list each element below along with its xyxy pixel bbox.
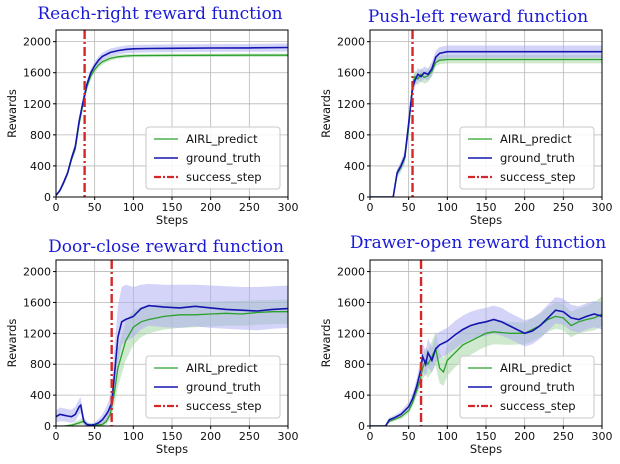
x-axis-label: Steps	[470, 442, 502, 456]
y-axis-label: Rewards	[5, 319, 19, 368]
x-tick-label: 150	[476, 201, 497, 214]
y-tick-label: 800	[344, 358, 365, 371]
legend-label: ground_truth	[186, 380, 261, 394]
x-tick-label: 200	[514, 430, 535, 443]
legend-label: AIRL_predict	[500, 132, 572, 146]
legend-label: success_step	[500, 399, 576, 413]
x-tick-label: 200	[514, 201, 535, 214]
chart-title: Drawer-open reward function	[350, 233, 606, 253]
plot-area	[370, 260, 602, 426]
y-tick-label: 400	[30, 389, 51, 402]
y-tick-label: 1600	[23, 67, 51, 80]
legend-label: AIRL_predict	[500, 361, 572, 375]
y-tick-label: 2000	[23, 266, 51, 279]
x-axis-label: Steps	[156, 442, 188, 456]
legend-box	[145, 355, 281, 419]
chart-title: Reach-right reward function	[37, 4, 282, 24]
confidence-band	[370, 297, 602, 426]
y-tick-label: 2000	[337, 266, 365, 279]
y-axis-label: Rewards	[5, 89, 19, 138]
y-axis-label: Rewards	[319, 89, 333, 138]
legend-label: AIRL_predict	[186, 132, 258, 146]
x-tick-label: 150	[162, 430, 183, 443]
x-tick-label: 100	[123, 201, 144, 214]
x-tick-label: 150	[162, 201, 183, 214]
x-tick-label: 50	[88, 201, 102, 214]
x-tick-label: 50	[88, 430, 102, 443]
y-tick-label: 1200	[337, 327, 365, 340]
x-tick-label: 200	[200, 430, 221, 443]
y-tick-label: 0	[358, 420, 365, 433]
legend: AIRL_predict ground_truth success_step	[459, 355, 595, 419]
legend-label: ground_truth	[500, 380, 575, 394]
x-tick-label: 250	[239, 201, 260, 214]
y-tick-label: 400	[344, 389, 365, 402]
chart-panel: Reach-right reward function 0 50 100 150 200 2…	[5, 4, 299, 227]
y-tick-label: 400	[344, 160, 365, 173]
y-tick-label: 0	[358, 191, 365, 204]
y-tick-label: 0	[44, 420, 51, 433]
y-tick-label: 1600	[23, 296, 51, 309]
chart-panel: Door-close reward function 0 50 100 150 200 25…	[5, 237, 299, 456]
series-line	[56, 46, 288, 196]
legend-label: success_step	[186, 399, 262, 413]
y-tick-label: 1200	[23, 98, 51, 111]
plot-area	[56, 30, 288, 197]
x-tick-label: 250	[239, 430, 260, 443]
x-tick-label: 100	[437, 201, 458, 214]
x-tick-label: 200	[200, 201, 221, 214]
y-tick-label: 800	[30, 129, 51, 142]
y-tick-label: 1200	[337, 98, 365, 111]
chart-title: Push-left reward function	[368, 7, 588, 27]
legend-label: ground_truth	[500, 151, 575, 165]
x-axis-label: Steps	[156, 213, 188, 227]
series-line	[370, 313, 602, 426]
x-tick-label: 250	[553, 201, 574, 214]
y-tick-label: 0	[44, 191, 51, 204]
x-tick-label: 300	[592, 201, 613, 214]
x-axis-label: Steps	[470, 213, 502, 227]
x-tick-label: 150	[476, 430, 497, 443]
confidence-band	[56, 283, 288, 426]
legend-box	[145, 126, 281, 190]
y-tick-label: 1600	[337, 67, 365, 80]
x-tick-label: 50	[402, 201, 416, 214]
y-tick-label: 2000	[337, 36, 365, 49]
chart-title: Door-close reward function	[48, 237, 284, 257]
y-tick-label: 1600	[337, 296, 365, 309]
legend: AIRL_predict ground_truth success_step	[145, 126, 281, 190]
y-axis-label: Rewards	[319, 319, 333, 368]
legend: AIRL_predict ground_truth success_step	[459, 126, 595, 190]
x-tick-label: 300	[592, 430, 613, 443]
y-tick-label: 800	[30, 358, 51, 371]
legend-label: ground_truth	[186, 151, 261, 165]
series-line	[370, 309, 602, 426]
legend: AIRL_predict ground_truth success_step	[145, 355, 281, 419]
x-tick-label: 0	[53, 201, 60, 214]
chart-panel: Push-left reward function 0 50 100 150 200 250…	[319, 7, 613, 227]
chart-panel: Drawer-open reward function 0 50 100 150 200 2…	[319, 233, 613, 456]
x-tick-label: 300	[278, 201, 299, 214]
y-tick-label: 400	[30, 160, 51, 173]
legend-label: success_step	[186, 170, 262, 184]
legend-box	[459, 355, 595, 419]
y-tick-label: 800	[344, 129, 365, 142]
legend-box	[459, 126, 595, 190]
plot-area	[56, 260, 288, 426]
x-tick-label: 300	[278, 430, 299, 443]
y-tick-label: 2000	[23, 36, 51, 49]
x-tick-label: 100	[123, 430, 144, 443]
x-tick-label: 50	[402, 430, 416, 443]
legend-label: success_step	[500, 170, 576, 184]
x-tick-label: 0	[53, 430, 60, 443]
x-tick-label: 100	[437, 430, 458, 443]
x-tick-label: 250	[553, 430, 574, 443]
x-tick-label: 0	[367, 430, 374, 443]
x-tick-label: 0	[367, 201, 374, 214]
legend-label: AIRL_predict	[186, 361, 258, 375]
plot-area	[370, 30, 602, 197]
series-line	[370, 50, 602, 197]
y-tick-label: 1200	[23, 327, 51, 340]
